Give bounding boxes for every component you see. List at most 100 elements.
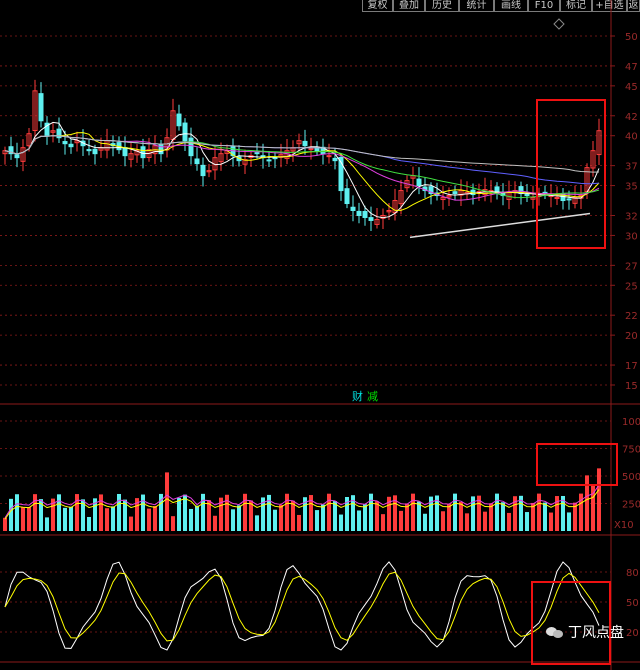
volume-bar — [27, 507, 31, 531]
y-tick-label: 27 — [625, 261, 638, 272]
volume-bar — [315, 510, 319, 531]
volume-bar — [345, 496, 349, 531]
volume-bar — [369, 493, 373, 531]
toolbar-button[interactable]: +自选 — [592, 0, 627, 12]
volume-bar — [3, 517, 7, 531]
y-tick-label: 42 — [625, 112, 638, 123]
y-tick-label: 20 — [626, 628, 639, 639]
volume-bar — [477, 495, 481, 531]
volume-bar — [393, 495, 397, 531]
candle — [242, 159, 248, 165]
toolbar-button[interactable]: 标记 — [560, 0, 592, 12]
volume-bar — [573, 502, 577, 531]
candle — [8, 146, 14, 155]
volume-bar — [171, 516, 175, 531]
candle — [2, 150, 8, 155]
volume-bar — [297, 514, 301, 531]
candle — [428, 186, 434, 195]
volume-bar — [153, 506, 157, 531]
volume-bar — [339, 514, 343, 531]
volume-bar — [129, 516, 133, 531]
reduce-label[interactable]: 减 — [367, 390, 378, 403]
moving-average-line — [4, 135, 600, 185]
y-tick-label: 37 — [625, 162, 638, 173]
volume-bar — [75, 494, 79, 531]
volume-bar — [411, 493, 415, 531]
candle — [524, 194, 530, 197]
volume-bar — [9, 498, 13, 531]
candle — [362, 211, 368, 218]
volume-bar — [165, 472, 169, 531]
volume-ma-line — [4, 484, 600, 519]
volume-bar — [549, 512, 553, 531]
volume-bar — [495, 493, 499, 531]
candle — [344, 188, 350, 205]
volume-bar — [45, 517, 49, 531]
candle — [92, 148, 98, 155]
candle — [182, 122, 188, 142]
moving-average-line — [4, 121, 600, 219]
candle — [68, 143, 74, 148]
candle — [566, 198, 572, 201]
moving-average-line — [4, 135, 600, 173]
volume-bar — [537, 493, 541, 531]
volume-bar — [513, 496, 517, 531]
volume-bar — [231, 509, 235, 531]
volume-bar — [303, 497, 307, 531]
axis-layer: 50 47 45 42 40 37 35 32 30 27 25 22 20 17 15 1000 750 500… — [531, 32, 640, 665]
volume-bar — [69, 506, 73, 531]
watermark: 丁风点盘 — [546, 622, 624, 642]
y-tick-label: 40 — [625, 132, 638, 143]
volume-bar — [15, 494, 19, 531]
volume-bar — [135, 498, 139, 531]
volume-bar — [381, 514, 385, 531]
volume-bar — [189, 508, 193, 531]
candle — [74, 140, 80, 144]
volume-bar — [387, 496, 391, 531]
volume-bar — [21, 507, 25, 531]
volume-bar — [567, 512, 571, 531]
volume-bar — [123, 499, 127, 531]
candle — [596, 130, 602, 156]
y-tick-label: 45 — [625, 82, 638, 93]
toolbar-button[interactable]: 叠加 — [393, 0, 425, 12]
toolbar-button[interactable]: 历史 — [425, 0, 459, 12]
finance-label[interactable]: 财 — [352, 389, 363, 403]
volume-bar — [87, 516, 91, 531]
candlestick-panel — [2, 79, 602, 239]
moving-average-line — [4, 135, 600, 201]
y-tick-label: 80 — [626, 568, 639, 579]
volume-bar — [423, 513, 427, 531]
volume-bar — [519, 495, 523, 531]
volume-bar — [351, 495, 355, 531]
volume-bar — [363, 504, 367, 531]
highlight-box — [536, 99, 606, 249]
volume-bar — [81, 499, 85, 531]
candle — [218, 153, 224, 163]
volume-bar — [471, 496, 475, 531]
volume-bar — [255, 515, 259, 531]
d-line — [4, 571, 600, 642]
toolbar-button[interactable]: 复权 — [362, 0, 393, 12]
y-tick-label: 17 — [625, 361, 638, 372]
volume-bar — [483, 511, 487, 531]
volume-bar — [177, 497, 181, 531]
toolbar-button[interactable]: 统计 — [459, 0, 494, 12]
candle — [350, 206, 356, 212]
y-tick-label: 35 — [625, 182, 638, 193]
stochastic-panel — [4, 561, 600, 651]
trend-line — [409, 212, 591, 239]
volume-bar — [195, 505, 199, 531]
candle — [338, 156, 344, 192]
volume-bar — [267, 494, 271, 531]
candle — [356, 210, 362, 216]
candle — [326, 155, 332, 158]
volume-bar — [399, 510, 403, 531]
candle — [458, 190, 464, 196]
volume-bar — [237, 505, 241, 531]
y-tick-label: 500 — [622, 472, 640, 483]
toolbar-button[interactable]: 画线 — [494, 0, 528, 12]
volume-bar — [219, 497, 223, 531]
toolbar-button[interactable]: F10 — [528, 0, 560, 12]
